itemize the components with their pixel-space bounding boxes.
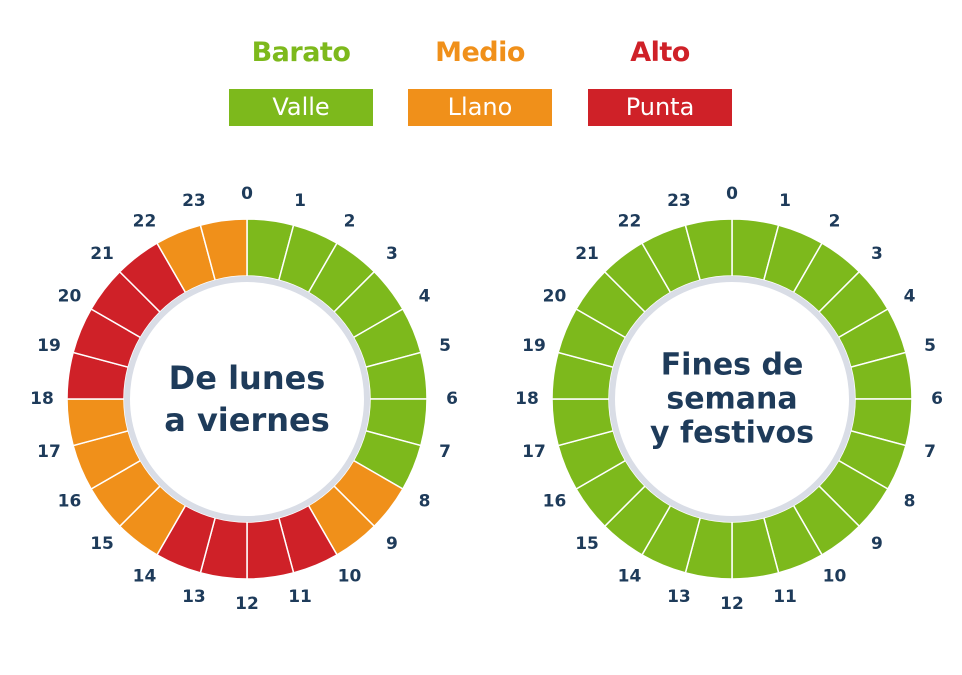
hour-label: 4	[419, 287, 431, 307]
legend-price-label: Barato	[251, 37, 351, 68]
hour-label: 8	[419, 492, 431, 512]
hour-label: 6	[446, 389, 458, 409]
hour-label: 6	[931, 389, 943, 409]
hour-label: 13	[667, 587, 691, 607]
hour-label: 5	[439, 336, 451, 356]
wheel-title-line: y festivos	[650, 416, 814, 451]
hour-label: 12	[720, 594, 744, 614]
hour-label: 7	[439, 442, 451, 462]
hour-label: 19	[522, 336, 546, 356]
weekend-hour-wheel: 0 1234567891011121314151617181920212223Fi…	[515, 184, 943, 614]
hour-label: 9	[386, 534, 398, 554]
hour-label: 21	[575, 244, 599, 264]
legend-item-barato: Barato Valle	[229, 32, 373, 126]
hour-label: 15	[90, 534, 114, 554]
hour-label: 3	[871, 244, 883, 264]
price-legend: Barato Valle Medio Llano Alto Punta	[0, 0, 962, 140]
hour-label: 18	[30, 389, 54, 409]
hour-label: 23	[182, 191, 206, 211]
legend-item-alto: Alto Punta	[588, 32, 732, 126]
legend-price-label: Medio	[435, 37, 525, 68]
hour-label: 1	[779, 191, 791, 211]
hour-label: 5	[924, 336, 936, 356]
legend-period-box: Punta	[588, 89, 732, 126]
hour-label: 1	[294, 191, 306, 211]
hour-label: 0	[726, 184, 738, 204]
weekday-hour-wheel: 0 1234567891011121314151617181920212223De…	[30, 184, 458, 614]
hour-label: 3	[386, 244, 398, 264]
hour-label: 10	[338, 567, 362, 587]
hour-label: 21	[90, 244, 114, 264]
hour-label: 23	[667, 191, 691, 211]
hour-label: 12	[235, 594, 259, 614]
wheel-inner-ring	[124, 276, 370, 522]
hour-label: 17	[522, 442, 546, 462]
hour-label: 22	[133, 211, 157, 231]
hour-label: 10	[823, 567, 847, 587]
hour-label: 18	[515, 389, 539, 409]
hour-label: 2	[344, 211, 356, 231]
hour-label: 22	[618, 211, 642, 231]
hour-label: 11	[288, 587, 312, 607]
hour-label: 9	[871, 534, 883, 554]
hour-label: 8	[904, 492, 916, 512]
hour-label: 13	[182, 587, 206, 607]
hour-label: 11	[773, 587, 797, 607]
wheel-title-line: semana	[666, 382, 797, 417]
wheel-title-line: a viernes	[164, 401, 330, 439]
legend-item-medio: Medio Llano	[408, 32, 552, 126]
hour-label: 19	[37, 336, 61, 356]
wheel-title-line: Fines de	[661, 348, 804, 383]
hour-label: 20	[543, 287, 567, 307]
hour-label: 16	[58, 492, 82, 512]
hour-label: 16	[543, 492, 567, 512]
hour-label: 20	[58, 287, 82, 307]
hour-label: 4	[904, 287, 916, 307]
wheel-inner-ring	[609, 276, 855, 522]
legend-period-box: Llano	[408, 89, 552, 126]
hour-label: 15	[575, 534, 599, 554]
legend-period-box: Valle	[229, 89, 373, 126]
wheel-title-line: De lunes	[169, 359, 326, 397]
hour-label: 14	[133, 567, 157, 587]
hour-label: 0	[241, 184, 253, 204]
hour-label: 7	[924, 442, 936, 462]
legend-price-label: Alto	[630, 37, 690, 68]
hour-label: 14	[618, 567, 642, 587]
hour-label: 2	[829, 211, 841, 231]
hour-label: 17	[37, 442, 61, 462]
